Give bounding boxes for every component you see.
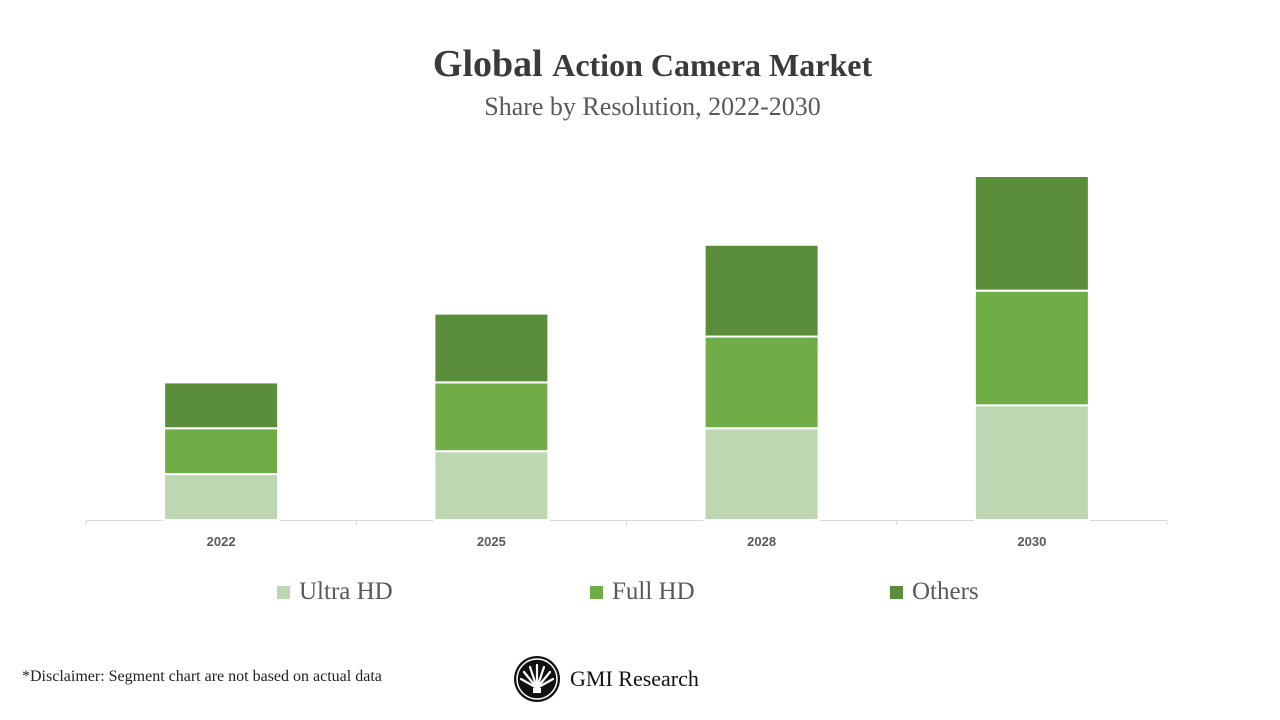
- gmi-logo-icon: [514, 656, 560, 702]
- legend-swatch: [890, 585, 903, 599]
- legend-label: Ultra HD: [299, 578, 393, 605]
- legend-swatch: [277, 585, 290, 599]
- brand-name: GMI Research: [570, 666, 699, 691]
- chart-title: Global Action Camera Market: [0, 42, 1280, 86]
- legend-swatch: [590, 585, 603, 599]
- chart-subtitle: Share by Resolution, 2022-2030: [484, 92, 821, 121]
- title-part-2: Action Camera Market: [552, 47, 873, 83]
- bar-ultra-hd-2022: [163, 473, 280, 521]
- brand-logo: GMI Research: [513, 655, 699, 703]
- bar-full-hd-2025: [433, 381, 550, 453]
- bar-others-2025: [433, 312, 550, 384]
- x-tick-label: 2030: [1017, 534, 1046, 549]
- legend-label: Full HD: [612, 578, 695, 605]
- bar-others-2028: [703, 243, 820, 338]
- legend-item: Full HD: [590, 578, 695, 606]
- bar-ultra-hd-2030: [973, 404, 1090, 522]
- bar-others-2022: [163, 381, 280, 430]
- legend-item: Others: [890, 578, 979, 606]
- disclaimer: *Disclaimer: Segment chart are not based…: [22, 668, 382, 685]
- legend-item: Ultra HD: [277, 578, 393, 606]
- bar-others-2030: [973, 175, 1090, 292]
- bar-ultra-hd-2025: [433, 450, 550, 522]
- bar-full-hd-2030: [973, 289, 1090, 407]
- bar-full-hd-2028: [703, 335, 820, 430]
- bar-ultra-hd-2028: [703, 427, 820, 521]
- bar-full-hd-2022: [163, 427, 280, 476]
- title-part-1: Global: [432, 43, 543, 85]
- x-tick-label: 2028: [747, 534, 776, 549]
- x-tick-label: 2025: [477, 534, 506, 549]
- legend-label: Others: [912, 578, 979, 605]
- x-tick-label: 2022: [207, 534, 236, 549]
